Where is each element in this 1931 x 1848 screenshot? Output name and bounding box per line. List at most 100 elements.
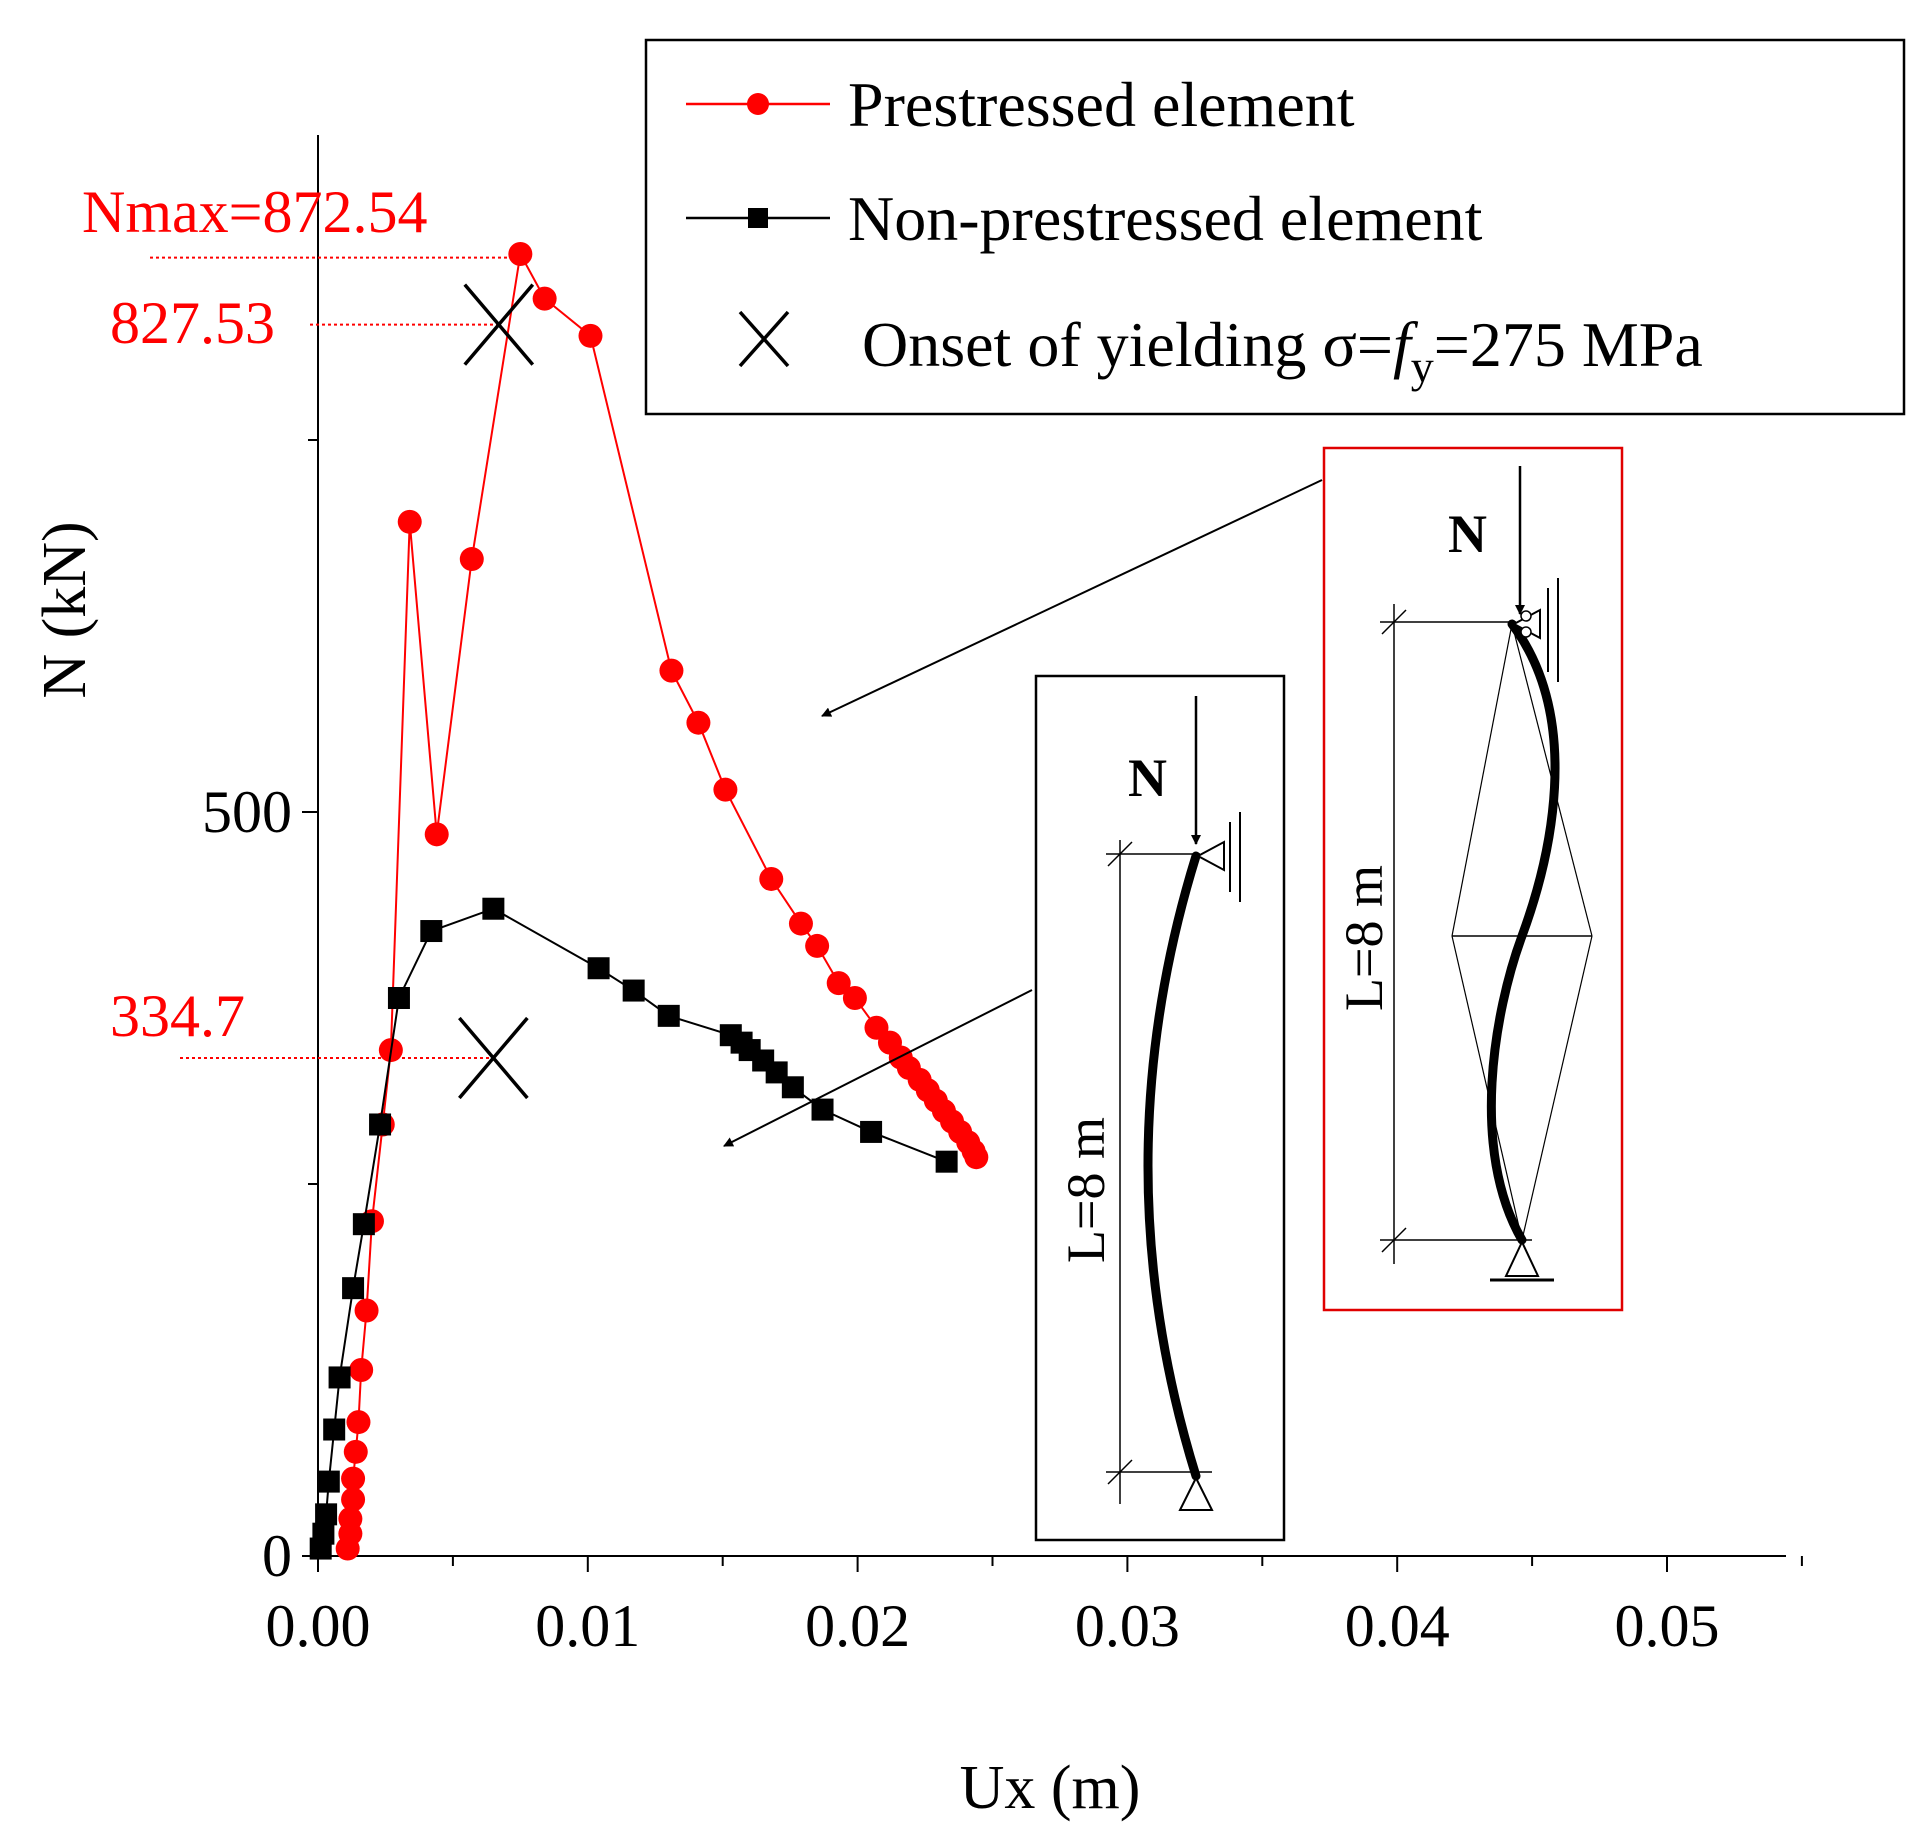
data-point-non-prestressed: [312, 1522, 335, 1545]
legend-yielding-marker: [738, 310, 790, 368]
x-tick-label: 0.00: [266, 1593, 371, 1659]
inset-prestressed-top-support: [1511, 578, 1559, 682]
data-point-prestressed: [341, 1487, 366, 1512]
data-point-prestressed: [424, 822, 449, 847]
data-point-prestressed: [686, 710, 711, 735]
x-tick-label: 0.01: [535, 1593, 640, 1659]
legend-non-prestressed-label: Non-prestressed element: [848, 183, 1483, 254]
data-point-prestressed: [397, 509, 422, 534]
data-point-non-prestressed: [315, 1503, 338, 1526]
x-tick-label: 0.05: [1615, 1593, 1720, 1659]
data-point-non-prestressed: [482, 897, 505, 920]
y-tick-label: 500: [202, 779, 292, 845]
data-point-prestressed: [354, 1298, 379, 1323]
data-point-prestressed: [349, 1358, 374, 1382]
data-point-non-prestressed: [657, 1004, 680, 1027]
legend-item-yielding: Onset of yielding σ=fy=275 MPa: [738, 309, 1703, 392]
series-layer: [309, 242, 989, 1561]
data-point-non-prestressed: [587, 957, 610, 980]
legend-prestressed-marker: [747, 93, 769, 115]
legend-box: [644, 38, 1906, 416]
inset-prestressed-bottom-support: [1490, 1239, 1554, 1282]
inset-prestressed-box: [1322, 446, 1624, 1312]
data-point-non-prestressed: [328, 1366, 351, 1389]
series-line-prestressed: [346, 250, 978, 1549]
data-point-non-prestressed: [781, 1076, 804, 1099]
legend-item-prestressed: Prestressed element: [686, 69, 1355, 140]
y-ticks: 0 500: [202, 439, 318, 1589]
x-tick-label: 0.02: [805, 1593, 910, 1659]
inset-prestressed: N L=8 m: [1322, 446, 1624, 1312]
data-point-non-prestressed: [935, 1150, 958, 1173]
data-point-non-prestressed: [420, 920, 443, 943]
inset-non-prestressed-box: [1034, 674, 1286, 1542]
series-non-prestressed: [309, 897, 958, 1560]
yield-marker-stroke: [463, 283, 535, 366]
legend-yielding-prefix: Onset of yielding σ=: [862, 309, 1393, 380]
data-point-prestressed: [659, 658, 684, 683]
inset-non-prestressed-length-label: L=8 m: [1056, 1117, 1116, 1263]
series-prestressed: [335, 242, 989, 1561]
axes: 0.00 0.01 0.02 0.03 0.04 0.05 0 500: [202, 135, 1803, 1659]
data-point-prestressed: [343, 1439, 368, 1464]
inset-prestressed-length-label: L=8 m: [1334, 865, 1394, 1011]
annotation-guides: [150, 256, 521, 1059]
data-point-prestressed: [713, 777, 738, 802]
legend-prestressed-label: Prestressed element: [848, 69, 1355, 140]
x-tick-label: 0.04: [1345, 1593, 1450, 1659]
inset-prestressed-top-tick: [1381, 609, 1407, 635]
inset-prestressed-force-label: N: [1448, 504, 1487, 564]
inset-non-prestressed: N L=8 m: [1034, 674, 1286, 1542]
data-point-non-prestressed: [622, 979, 645, 1002]
legend-yielding-suffix: =275 MPa: [1434, 309, 1703, 380]
legend-non-prestressed-marker: [748, 208, 768, 228]
legend-item-non-prestressed: Non-prestressed element: [686, 183, 1483, 254]
data-point-non-prestressed: [317, 1470, 340, 1493]
nmax-label: Nmax=872.54: [82, 179, 427, 245]
data-point-non-prestressed: [387, 987, 410, 1009]
x-tick-label: 0.03: [1075, 1593, 1180, 1659]
inset-non-prestressed-top-tick: [1107, 841, 1133, 867]
legend-yielding-label: Onset of yielding σ=fy=275 MPa: [862, 309, 1703, 392]
data-point-prestressed: [759, 866, 784, 891]
x-ticks: 0.00 0.01 0.02 0.03 0.04 0.05: [266, 1556, 1803, 1659]
data-point-prestressed: [826, 971, 851, 996]
y-tick-label: 0: [262, 1523, 292, 1589]
data-point-prestressed: [578, 323, 603, 348]
inset-non-prestressed-bottom-support: [1178, 1475, 1214, 1511]
data-point-non-prestressed: [323, 1418, 346, 1441]
callout-arrow-non-prestressed: [723, 989, 1033, 1147]
callout-arrow-prestressed: [821, 479, 1323, 717]
data-point-prestressed: [532, 286, 557, 311]
inset-non-prestressed-force-label: N: [1128, 748, 1167, 808]
yield-marker-stroke: [458, 1016, 529, 1100]
data-point-prestressed: [805, 933, 830, 958]
yield-marker-prestressed: [463, 283, 535, 366]
data-point-prestressed: [338, 1506, 363, 1531]
x-axis-label: Ux (m): [960, 1754, 1141, 1822]
data-point-prestressed: [508, 242, 533, 266]
yield-markers: [458, 283, 535, 1100]
inset-prestressed-column: [1486, 619, 1560, 1245]
data-point-prestressed: [842, 986, 867, 1010]
yield-prestressed-label: 827.53: [110, 290, 275, 356]
data-point-non-prestressed: [860, 1120, 883, 1143]
data-point-non-prestressed: [369, 1113, 392, 1136]
inset-prestressed-bottom-tick: [1381, 1227, 1407, 1253]
legend-yielding-sub: y: [1411, 341, 1434, 392]
data-point-non-prestressed: [342, 1277, 365, 1300]
data-point-prestressed: [459, 547, 484, 572]
legend: Prestressed element Non-prestressed elem…: [644, 38, 1906, 416]
inset-non-prestressed-column: [1143, 851, 1201, 1481]
inset-non-prestressed-top-support: [1195, 812, 1241, 902]
inset-non-prestressed-bottom-tick: [1107, 1459, 1133, 1485]
yield-marker-non-prestressed: [458, 1016, 529, 1100]
data-point-prestressed: [964, 1145, 989, 1170]
data-point-non-prestressed: [811, 1098, 834, 1121]
data-point-prestressed: [346, 1410, 371, 1435]
data-point-prestressed: [341, 1466, 366, 1491]
data-point-prestressed: [788, 911, 813, 936]
data-point-non-prestressed: [352, 1213, 375, 1236]
yield-non-prestressed-label: 334.7: [110, 983, 245, 1049]
